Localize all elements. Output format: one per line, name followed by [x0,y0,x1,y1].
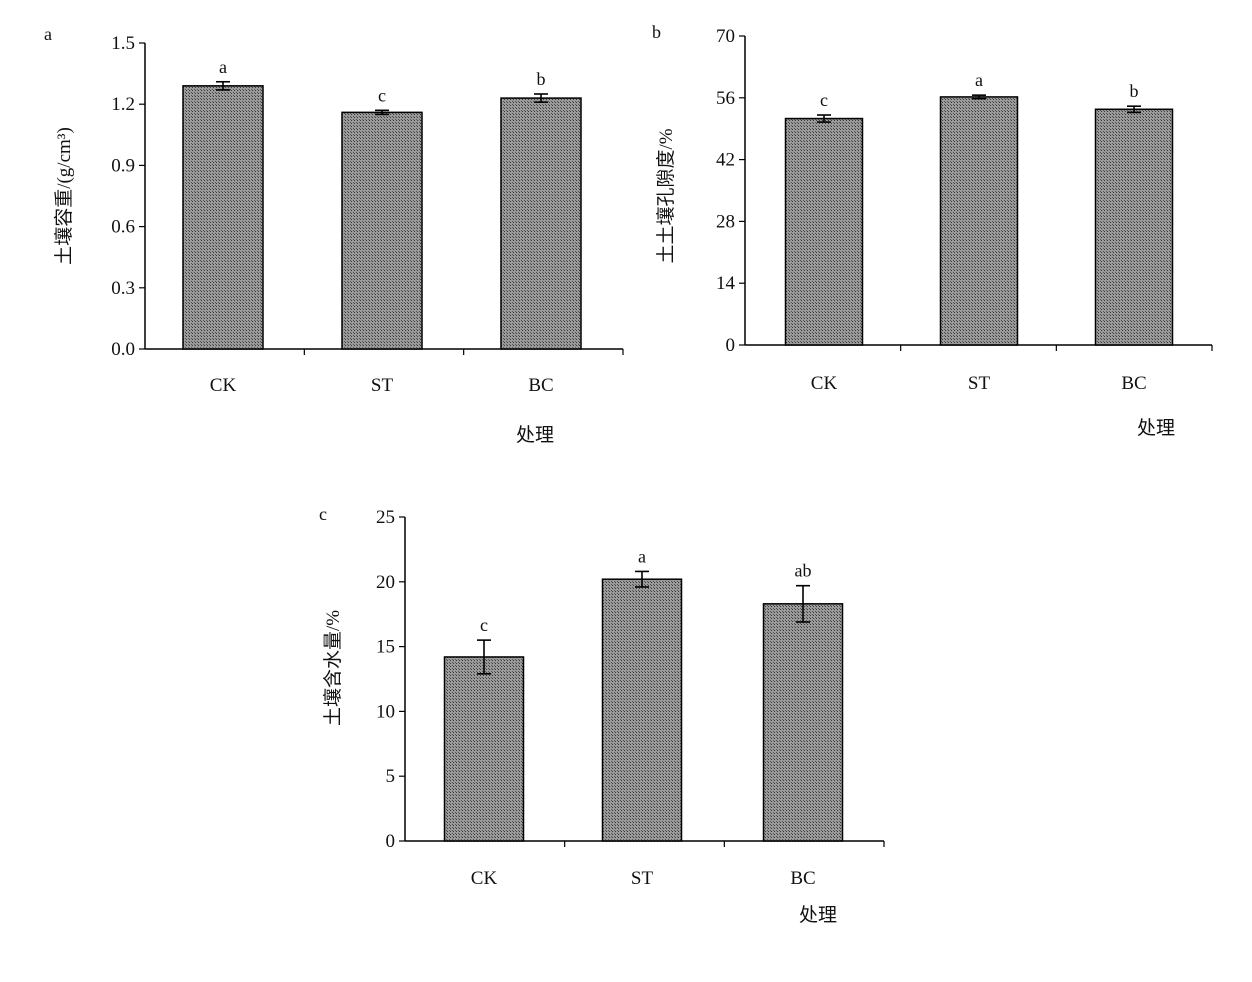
y-tick-label: 20 [376,572,395,593]
y-tick-label: 1.2 [111,94,135,115]
significance-label: a [975,70,983,90]
panel-letter: c [319,504,327,524]
category-label: ST [371,375,394,396]
plot-area: 0 5 10 15 20 25 c CK a ST ab BC [376,507,885,889]
y-axis-title: 土壤含水量/% [322,610,344,726]
category-label: CK [471,868,498,889]
category-label: BC [1121,373,1146,394]
y-tick-label: 10 [376,701,395,722]
chart-panel-a: a 土壤容重/(g/cm³) 处理 0.0 0.3 0.6 0.9 1.2 1.5 a CK c… [44,24,624,446]
y-tick-label: 0 [386,831,396,852]
panel-letter: a [44,24,52,44]
y-tick-label: 0.0 [111,339,135,360]
plot-area: 0 14 28 42 56 70 c CK a ST b BC [716,26,1213,394]
bar-ck [443,656,525,842]
bar-st [939,96,1019,346]
y-tick-label: 1.5 [111,33,135,54]
chart-panel-b: b 土土壤孔隙度/% 处理 0 14 28 42 56 70 c CK a ST b BC [652,22,1213,439]
significance-label: c [480,615,488,635]
significance-label: b [537,69,546,89]
y-tick-label: 0.3 [111,278,135,299]
y-tick-label: 5 [386,766,396,787]
y-tick-label: 0 [726,335,736,356]
panel-letter: b [652,22,661,42]
x-axis-title: 处理 [516,424,554,446]
y-tick-label: 42 [716,150,735,171]
significance-label: b [1130,81,1139,101]
y-tick-label: 56 [716,88,735,109]
bar-bc [1094,108,1174,346]
significance-label: a [219,57,227,77]
significance-label: c [820,90,828,110]
category-label: BC [790,868,815,889]
bar-ck [182,85,264,350]
significance-label: a [638,546,646,566]
category-label: ST [968,373,991,394]
y-tick-label: 70 [716,26,735,47]
bar-bc [762,603,844,842]
y-axis-title: 土土壤孔隙度/% [655,128,677,263]
bar-ck [784,117,864,346]
y-tick-label: 15 [376,637,395,658]
bar-st [341,111,423,350]
significance-label: c [378,85,386,105]
category-label: BC [528,375,553,396]
y-tick-label: 0.9 [111,155,135,176]
category-label: CK [210,375,237,396]
bar-bc [500,97,582,350]
y-tick-label: 25 [376,507,395,528]
chart-panel-c: c 土壤含水量/% 处理 0 5 10 15 20 25 c CK a ST ab BC [319,504,885,926]
x-axis-title: 处理 [799,904,837,926]
category-label: ST [631,868,654,889]
bar-st [601,578,683,842]
y-tick-label: 28 [716,211,735,232]
x-axis-title: 处理 [1137,417,1175,439]
y-tick-label: 0.6 [111,217,135,238]
category-label: CK [811,373,838,394]
plot-area: 0.0 0.3 0.6 0.9 1.2 1.5 a CK c ST b BC [111,33,624,396]
y-tick-label: 14 [716,273,736,294]
y-axis-title: 土壤容重/(g/cm³) [53,127,75,265]
significance-label: ab [795,561,812,581]
